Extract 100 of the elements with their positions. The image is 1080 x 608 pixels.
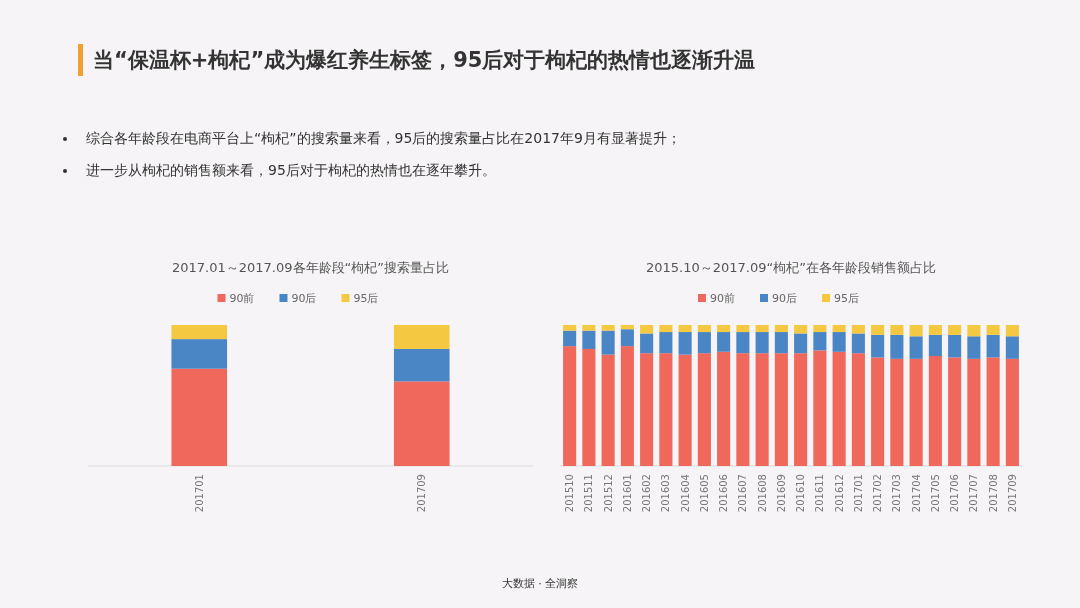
bar: [601, 325, 615, 331]
bar: [928, 325, 942, 335]
bar: [697, 325, 711, 333]
x-tick-label: 201707: [968, 474, 980, 513]
x-tick-label: 201706: [949, 474, 961, 513]
bar: [890, 334, 904, 359]
bar: [832, 332, 846, 352]
x-tick-label: 201601: [621, 474, 633, 513]
bar: [640, 353, 654, 466]
bar: [851, 353, 865, 466]
bar: [890, 358, 904, 466]
bar: [871, 325, 885, 335]
bar: [601, 330, 615, 355]
bar: [948, 357, 962, 466]
bar: [582, 330, 596, 349]
bar: [851, 333, 865, 354]
bar: [620, 329, 634, 347]
bar: [794, 353, 808, 466]
x-tick-label: 201709: [416, 474, 428, 513]
x-tick-label: 201708: [987, 474, 999, 513]
bar: [171, 368, 228, 466]
bar: [659, 332, 673, 354]
bar: [851, 325, 865, 334]
text: 大数据 · 全洞察: [500, 576, 580, 591]
text: 综合各年龄段在电商平台上“枸杞”的搜索量来看，95后的搜索量占比在2017年9月有显著提升；: [85, 130, 681, 148]
bar: [171, 339, 228, 369]
bar: [659, 325, 673, 333]
legend-label: 95后: [834, 292, 859, 305]
x-tick-label: 201603: [660, 474, 672, 513]
bar: [678, 354, 692, 466]
x-tick-label: 201702: [872, 474, 884, 513]
x-tick-label: 201705: [929, 474, 941, 513]
bar: [774, 353, 788, 466]
text: 进一步从枸杞的销售额来看，95后对于枸杞的热情也在逐年攀升。: [85, 162, 496, 180]
legend-label: 90前: [710, 292, 735, 305]
bar: [909, 336, 923, 359]
bar: [582, 348, 596, 466]
x-tick-label: 201608: [756, 474, 768, 513]
legend-label: 95后: [353, 292, 379, 305]
x-tick-label: 201610: [795, 474, 807, 513]
bar: [697, 353, 711, 466]
bar: [659, 353, 673, 466]
bar: [967, 325, 981, 337]
bar: [393, 348, 450, 382]
bar: [967, 336, 981, 359]
bar: [986, 334, 1000, 358]
x-tick-label: 201611: [814, 474, 826, 513]
bar: [640, 325, 654, 334]
x-tick-label: 201512: [602, 474, 614, 513]
bar: [986, 357, 1000, 466]
bar: [755, 325, 769, 333]
bar: [1005, 336, 1019, 359]
bar: [393, 325, 450, 349]
bar: [678, 332, 692, 355]
x-tick-label: 201612: [833, 474, 845, 513]
legend-label: 90前: [229, 292, 255, 305]
bar: [890, 325, 904, 335]
bar: [928, 356, 942, 466]
x-tick-label: 201607: [737, 474, 749, 513]
bar: [736, 353, 750, 466]
bar: [393, 381, 450, 466]
bar: [967, 358, 981, 466]
bar: [948, 334, 962, 358]
bar: [678, 325, 692, 333]
x-tick-label: 201701: [852, 474, 864, 513]
legend-label: 90后: [291, 292, 317, 305]
bar: [813, 332, 827, 351]
bar: [986, 325, 1000, 335]
bar: [620, 325, 634, 330]
bar: [563, 346, 577, 466]
x-tick-label: 201602: [641, 474, 653, 513]
x-tick-label: 201609: [775, 474, 787, 513]
x-tick-label: 201511: [583, 474, 595, 513]
bar: [871, 357, 885, 466]
bar: [563, 325, 577, 331]
bar: [736, 332, 750, 354]
bar: [774, 325, 788, 333]
bar: [1005, 358, 1019, 466]
bar: [1005, 325, 1019, 337]
bar: [813, 325, 827, 333]
x-tick-label: 201604: [679, 474, 691, 513]
legend-label: 90后: [772, 292, 797, 305]
bar: [563, 330, 577, 347]
x-tick-label: 201606: [718, 474, 730, 513]
text: 当“保温杯+枸杞”成为爆红养生标签，95后对于枸杞的热情也逐渐升温: [78, 44, 793, 76]
bar: [909, 358, 923, 466]
bar: [640, 333, 654, 354]
x-tick-label: 201605: [698, 474, 710, 513]
bar: [909, 325, 923, 337]
x-tick-label: 201709: [1006, 474, 1018, 513]
bar: [832, 351, 846, 466]
x-tick-label: 201704: [910, 474, 922, 513]
bar: [794, 325, 808, 334]
bar: [774, 332, 788, 354]
bar: [171, 325, 228, 340]
bar: [736, 325, 750, 333]
bar: [582, 325, 596, 331]
bar: [948, 325, 962, 335]
x-tick-label: 201701: [193, 474, 205, 513]
chart-title: 2017.01～2017.09各年龄段“枸杞”搜索量占比: [172, 260, 449, 275]
